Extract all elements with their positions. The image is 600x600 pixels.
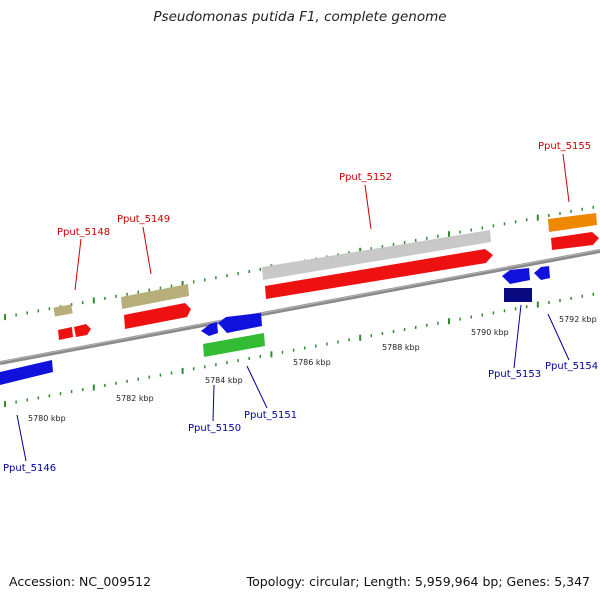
gene-feature-red-5152[interactable] — [265, 249, 493, 299]
gene-label-pput-5151[interactable]: Pput_5151 — [244, 410, 297, 421]
scale-label-5784: 5784 kbp — [205, 376, 243, 385]
gene-feature-blue-5146[interactable] — [0, 360, 53, 385]
scale-label-5788: 5788 kbp — [382, 343, 420, 352]
gene-label-pput-5146[interactable]: Pput_5146 — [3, 463, 56, 474]
gene-feature-grey-5152[interactable] — [262, 230, 491, 280]
gene-feature-blue-5153[interactable] — [502, 268, 530, 284]
accession-label: Accession: NC_009512 — [9, 574, 152, 589]
scale-ticks-bottom — [4, 292, 595, 408]
gene-label-lines-top — [74, 153, 570, 291]
gene-feature-green-5151[interactable] — [203, 333, 265, 357]
gene-label-pput-5153[interactable]: Pput_5153 — [488, 369, 541, 380]
gene-label-lines-bottom — [16, 304, 570, 462]
gene-feature-red-5149[interactable] — [124, 303, 191, 329]
genome-backbone-highlight — [0, 249, 600, 363]
gene-feature-red-5148b[interactable] — [74, 324, 91, 337]
scale-label-5790: 5790 kbp — [471, 328, 509, 337]
gene-feature-red-5155[interactable] — [551, 232, 599, 250]
gene-feature-blue-5150a[interactable] — [201, 322, 218, 336]
genome-backbone — [0, 249, 600, 365]
gene-label-pput-5155[interactable]: Pput_5155 — [538, 141, 591, 152]
gene-feature-navy-5153[interactable] — [504, 288, 532, 302]
scale-label-5792: 5792 kbp — [559, 315, 597, 324]
gene-label-pput-5154[interactable]: Pput_5154 — [545, 361, 598, 372]
genome-title: Pseudomonas putida F1, complete genome — [153, 9, 447, 25]
gene-label-pput-5148[interactable]: Pput_5148 — [57, 227, 110, 238]
gene-feature-orange-5155[interactable] — [548, 213, 597, 232]
topology-label: Topology: circular; Length: 5,959,964 bp… — [246, 574, 590, 589]
scale-ticks-top — [4, 205, 595, 321]
gene-feature-blue-5154[interactable] — [534, 266, 550, 280]
scale-label-5782: 5782 kbp — [116, 394, 154, 403]
gene-feature-tan-5149[interactable] — [121, 284, 189, 309]
gene-feature-tan-5148[interactable] — [53, 304, 73, 317]
gene-label-pput-5150[interactable]: Pput_5150 — [188, 423, 241, 434]
scale-label-5786: 5786 kbp — [293, 358, 331, 367]
scale-label-5780: 5780 kbp — [28, 414, 66, 423]
gene-label-pput-5149[interactable]: Pput_5149 — [117, 214, 170, 225]
gene-label-pput-5152[interactable]: Pput_5152 — [339, 172, 392, 183]
gene-feature-blue-5150b[interactable] — [218, 313, 262, 333]
gene-feature-red-5148a[interactable] — [58, 327, 73, 340]
